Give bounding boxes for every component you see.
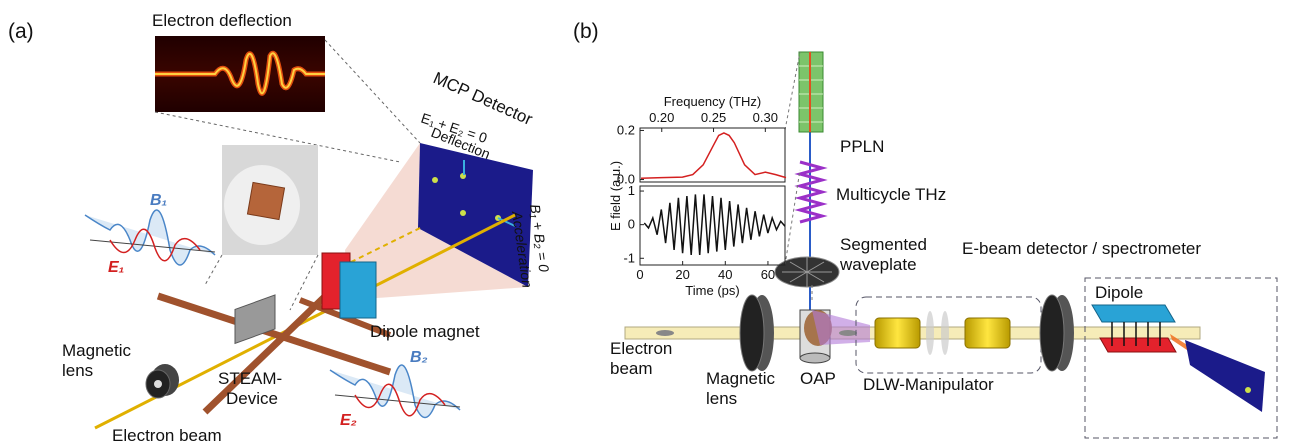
dipole-label: Dipole <box>1095 283 1143 302</box>
lens-label: Magnetic <box>706 369 775 388</box>
aperture <box>941 311 949 355</box>
dlw-cylinder <box>875 318 920 348</box>
dipole-top <box>1092 305 1175 322</box>
panel-label: (b) <box>573 20 599 43</box>
lens-label: Magnetic <box>62 341 131 360</box>
data-line <box>641 133 786 178</box>
aperture <box>926 311 934 355</box>
b-wave <box>85 210 215 265</box>
detector-box <box>1085 278 1277 438</box>
steam-plate <box>235 295 275 344</box>
magnet-south <box>340 262 376 318</box>
panel-b: (b) PPLN Multicycle THz Segmented wavepl… <box>573 20 1277 438</box>
device-label: STEAM- <box>218 369 282 388</box>
x-axis-label: Time (ps) <box>685 283 739 298</box>
x-tick-label: 0 <box>636 267 643 282</box>
zoom-line <box>325 40 420 143</box>
beam-label: Electron beam <box>112 426 222 443</box>
x-tick-label: 20 <box>675 267 689 282</box>
device-label: Device <box>226 389 278 408</box>
lens-label: lens <box>62 361 93 380</box>
thz-focus <box>812 310 870 345</box>
x-tick-label: 0.30 <box>753 110 778 125</box>
y-tick-label: 0.2 <box>617 122 635 137</box>
magnetic-lens-face <box>740 295 764 371</box>
spot <box>1245 387 1251 393</box>
y-tick-label: 0 <box>628 217 635 232</box>
screen <box>1185 340 1265 412</box>
x-axis-label: Frequency (THz) <box>664 94 762 109</box>
magnetic-lens-face <box>1040 295 1064 371</box>
x-tick-label: 0.25 <box>701 110 726 125</box>
oap-label: OAP <box>800 369 836 388</box>
e1-label: E₁ <box>108 259 124 276</box>
panel-a: (a) Electron deflection MCP Detector E₁ … <box>8 11 552 443</box>
lens-label: lens <box>706 389 737 408</box>
image-title: Electron deflection <box>152 11 292 30</box>
thz-label: Multicycle THz <box>836 185 946 204</box>
spot <box>432 177 438 183</box>
panel-label: (a) <box>8 20 34 43</box>
x-tick-label: 0.20 <box>649 110 674 125</box>
zoom-line <box>785 170 800 265</box>
electron-bunch <box>656 330 674 336</box>
waveplate-label: Segmented <box>840 235 927 254</box>
spot <box>460 210 466 216</box>
device-chip <box>247 182 284 219</box>
zoom-line <box>205 255 222 285</box>
oap-base <box>800 353 830 363</box>
dipole-label: Dipole magnet <box>370 322 480 341</box>
b2-label: B₂ <box>410 349 428 366</box>
y-tick-label: 1 <box>628 183 635 198</box>
x-tick-label: 60 <box>761 267 775 282</box>
waveplate-label: waveplate <box>839 255 917 274</box>
detector-title: E-beam detector / spectrometer <box>962 239 1201 258</box>
manipulator-label: DLW-Manipulator <box>863 375 994 394</box>
zoom-line <box>785 52 800 130</box>
y-axis-label: E field (a.u.) <box>608 161 623 231</box>
data-line <box>644 194 785 255</box>
electron-bunch <box>839 330 857 336</box>
dlw-cylinder <box>965 318 1010 348</box>
plot-frame <box>640 128 785 182</box>
ppln-label: PPLN <box>840 137 884 156</box>
figure: (a) Electron deflection MCP Detector E₁ … <box>0 0 1293 443</box>
lens-bore <box>154 380 162 388</box>
b1-label: B₁ <box>150 192 167 209</box>
e2-label: E₂ <box>340 412 357 429</box>
beam-label: beam <box>610 359 653 378</box>
beam-label: Electron <box>610 339 672 358</box>
y-tick-label: -1 <box>623 250 635 265</box>
x-tick-label: 40 <box>718 267 732 282</box>
